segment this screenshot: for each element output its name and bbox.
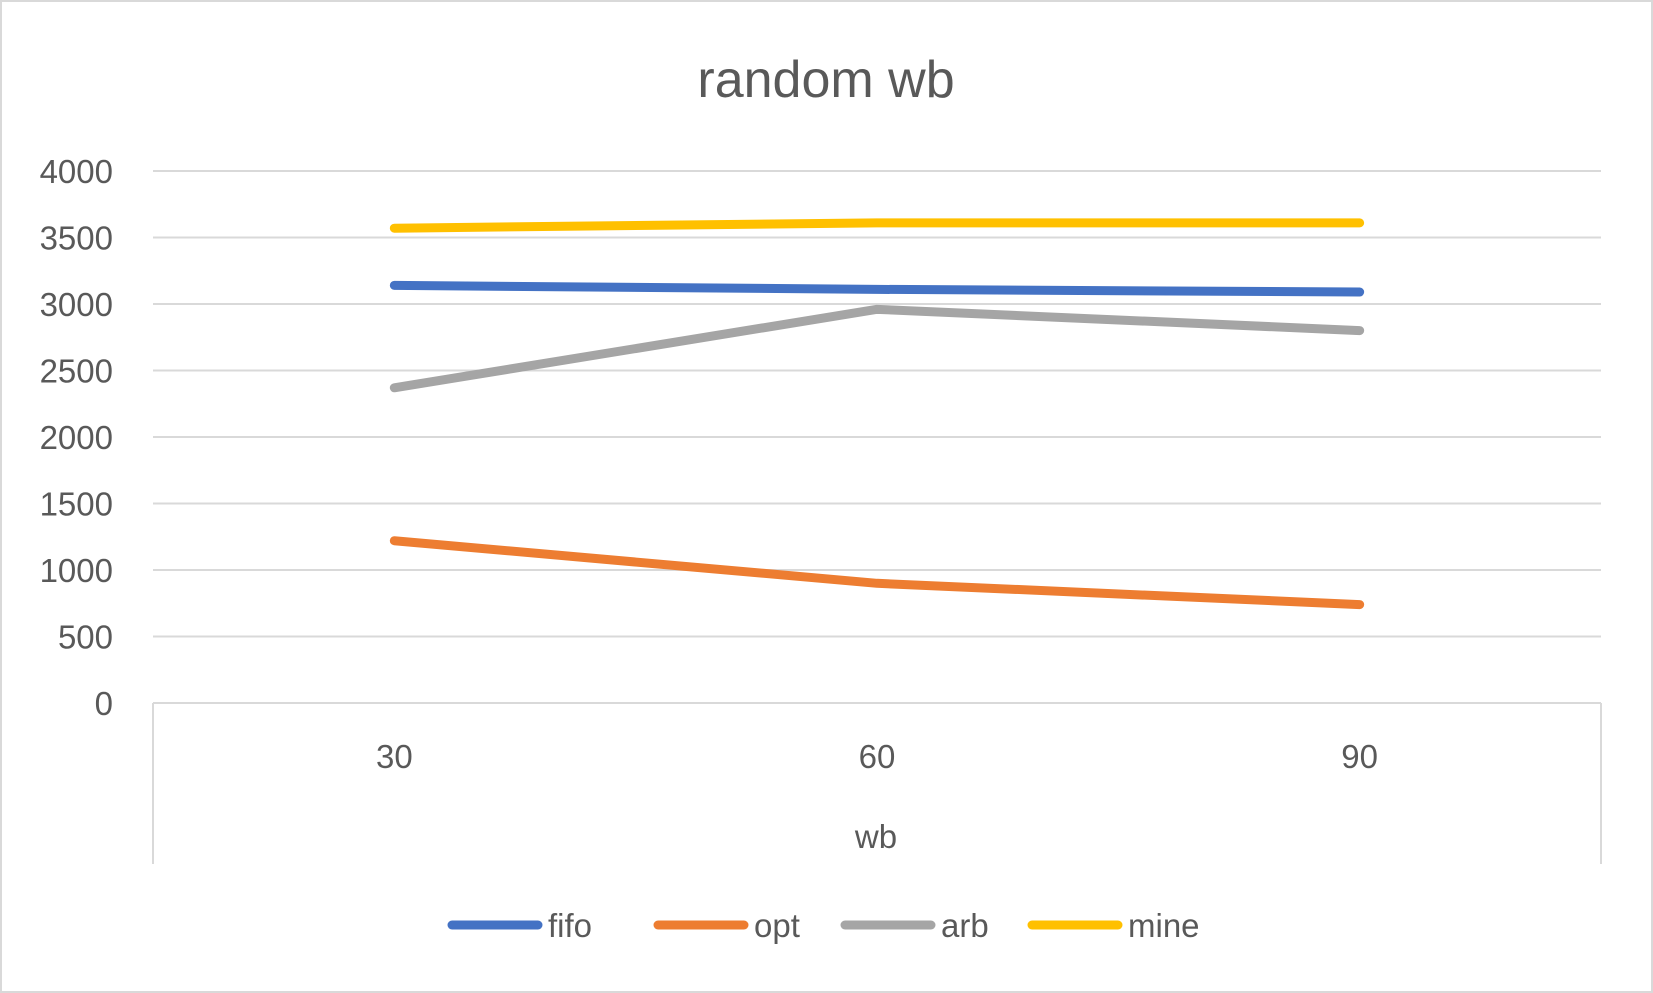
series-line-opt — [389, 536, 1365, 610]
y-tick-label: 3000 — [40, 286, 113, 323]
x-axis-frame — [152, 703, 1602, 864]
legend: fifo opt arb mine — [447, 907, 1200, 944]
y-tick-label: 2500 — [40, 353, 113, 390]
legend-label-opt: opt — [754, 907, 800, 944]
series-lines — [389, 218, 1365, 610]
x-tick-label: 90 — [1341, 738, 1378, 775]
y-tick-label: 4000 — [40, 153, 113, 190]
y-tick-label: 500 — [58, 619, 113, 656]
y-axis-tick-labels: 0 500 1000 1500 2000 2500 3000 3500 4000 — [40, 153, 113, 722]
gridlines — [153, 170, 1601, 704]
y-tick-label: 2000 — [40, 419, 113, 456]
y-tick-label: 1500 — [40, 486, 113, 523]
y-tick-label: 3500 — [40, 220, 113, 257]
legend-label-arb: arb — [941, 907, 989, 944]
series-line-mine — [389, 218, 1365, 233]
series-line-fifo — [389, 280, 1365, 297]
legend-label-mine: mine — [1128, 907, 1200, 944]
y-tick-label: 0 — [95, 685, 113, 722]
legend-label-fifo: fifo — [548, 907, 592, 944]
y-tick-label: 1000 — [40, 552, 113, 589]
x-axis-tick-labels: 30 60 90 — [376, 738, 1378, 775]
series-line-arb — [389, 304, 1365, 393]
x-tick-label: 60 — [859, 738, 896, 775]
x-tick-label: 30 — [376, 738, 413, 775]
x-axis-title: wb — [854, 818, 897, 855]
chart-title: random wb — [697, 51, 954, 109]
